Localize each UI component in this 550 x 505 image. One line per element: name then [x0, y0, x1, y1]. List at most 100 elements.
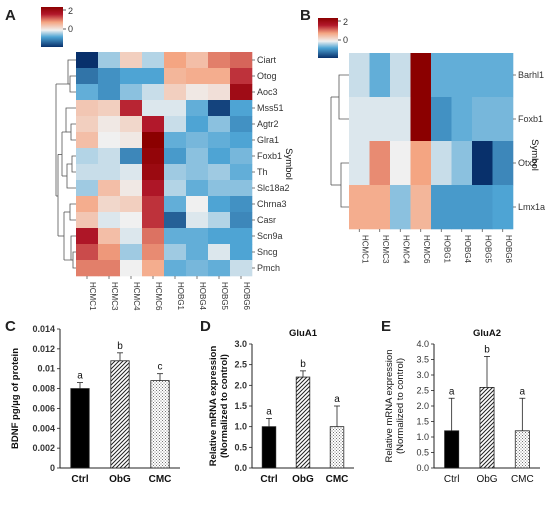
heatmap-cell — [230, 116, 253, 133]
heatmap-cell — [98, 260, 121, 277]
y-axis-label: BDNF pg/µg of protein — [10, 348, 21, 449]
heatmap-cell — [208, 148, 231, 165]
heatmap-cell — [369, 97, 391, 142]
heatmap-cell — [164, 132, 187, 149]
row-label: Scn9a — [257, 231, 283, 241]
column-label: HOBG6 — [242, 282, 251, 311]
heatmap-cell — [142, 180, 165, 197]
row-label: Slc18a2 — [257, 183, 290, 193]
heatmap-cell — [208, 132, 231, 149]
dendrogram-branch — [56, 59, 76, 85]
heatmap-cell — [164, 244, 187, 261]
x-tick-label: ObG — [292, 474, 314, 485]
heatmap-a: 2 0 Ciart Otog Aoc3 Mss51 Agtr2 Glra1 Foxb1 Th Slc… — [41, 6, 294, 311]
column-label: HCMC3 — [110, 282, 119, 311]
heatmap-cell — [98, 212, 121, 229]
heatmap-cell — [186, 196, 209, 213]
heatmap-cell — [120, 228, 143, 245]
heatmap-cell — [142, 132, 165, 149]
colorbar-tick-label: 2 — [68, 6, 73, 16]
significance-letter: b — [300, 359, 306, 370]
row-label: Otx2 — [518, 158, 537, 168]
heatmap-cell — [76, 244, 99, 261]
heatmap-cell — [120, 164, 143, 181]
heatmap-cell — [76, 180, 99, 197]
heatmap-cell — [164, 116, 187, 133]
heatmap-cell — [98, 196, 121, 213]
heatmap-cell — [230, 100, 253, 117]
heatmap-cell — [120, 132, 143, 149]
x-tick-label: CMC — [511, 474, 534, 485]
heatmap-cell — [230, 260, 253, 277]
dendrogram-branch — [69, 75, 76, 93]
heatmap-cell — [142, 100, 165, 117]
heatmap-cell — [186, 84, 209, 101]
heatmap-b: 2 0 Barhl1 Foxb1 Otx2 Lmx1a HCMC1 HCMC3 HCMC4 HCM… — [318, 17, 545, 264]
dendrogram-branch — [62, 107, 76, 133]
heatmap-cell — [120, 244, 143, 261]
chart-title: GluA2 — [473, 328, 501, 339]
heatmap-cell — [186, 100, 209, 117]
heatmap-cell — [76, 84, 99, 101]
row-label: Mss51 — [257, 103, 284, 113]
heatmap-cell — [76, 260, 99, 277]
row-label: Aoc3 — [257, 87, 278, 97]
heatmap-cell — [208, 84, 231, 101]
y-tick-label: 1.5 — [416, 417, 429, 427]
heatmap-cell — [76, 116, 99, 133]
heatmap-cell — [142, 260, 165, 277]
heatmap-cell — [410, 97, 432, 142]
heatmap-cell — [451, 53, 473, 98]
row-label: Foxb1 — [257, 151, 282, 161]
heatmap-cell — [390, 97, 411, 142]
heatmap-cell — [451, 141, 473, 186]
heatmap-cell — [349, 97, 370, 142]
column-label: HOBG4 — [463, 235, 472, 264]
y-axis-label-2: (Normalized to control) — [219, 354, 230, 458]
heatmap-cell — [208, 116, 231, 133]
heatmap-cell — [472, 141, 493, 186]
bar-chart-c: 0 0.002 0.004 0.006 0.008 0.01 0.012 0.014 BDNF … — [10, 324, 180, 485]
column-label: HOBG1 — [442, 235, 451, 264]
y-tick-label: 0.014 — [32, 324, 55, 334]
heatmap-cell — [186, 212, 209, 229]
row-label: Chrna3 — [257, 199, 287, 209]
heatmap-cell — [186, 68, 209, 85]
heatmap-cell — [120, 180, 143, 197]
heatmap-cell — [451, 185, 473, 230]
dendrogram-branch — [69, 203, 76, 221]
panel-label-d: D — [200, 318, 211, 335]
panel-label-b: B — [300, 7, 311, 24]
heatmap-cell — [142, 196, 165, 213]
x-tick-label: CMC — [326, 474, 349, 485]
heatmap-cell — [186, 164, 209, 181]
row-label: Barhl1 — [518, 70, 544, 80]
heatmap-cell — [164, 164, 187, 181]
significance-letter: a — [334, 394, 340, 405]
heatmap-cell — [230, 148, 253, 165]
heatmap-cell — [472, 53, 493, 98]
heatmap-cell — [76, 132, 99, 149]
heatmap-cell — [230, 164, 253, 181]
heatmap-cell — [98, 116, 121, 133]
heatmap-cell — [164, 148, 187, 165]
heatmap-cell — [186, 180, 209, 197]
y-tick-label: 0.01 — [37, 364, 55, 374]
heatmap-cell — [208, 212, 231, 229]
bar — [261, 426, 277, 469]
significance-letter: a — [520, 386, 526, 397]
heatmap-cell — [186, 228, 209, 245]
heatmap-cell — [120, 52, 143, 69]
column-label: HOBG4 — [198, 282, 207, 311]
heatmap-cell — [208, 52, 231, 69]
dendrogram-branch — [71, 155, 76, 173]
heatmap-cell — [186, 52, 209, 69]
heatmap-cell — [208, 164, 231, 181]
heatmap-cell — [164, 228, 187, 245]
significance-letter: a — [266, 406, 272, 417]
dendrogram-branch — [72, 251, 76, 269]
heatmap-cell — [76, 212, 99, 229]
bar — [514, 430, 530, 469]
heatmap-cell — [410, 53, 432, 98]
significance-letter: c — [158, 362, 163, 373]
